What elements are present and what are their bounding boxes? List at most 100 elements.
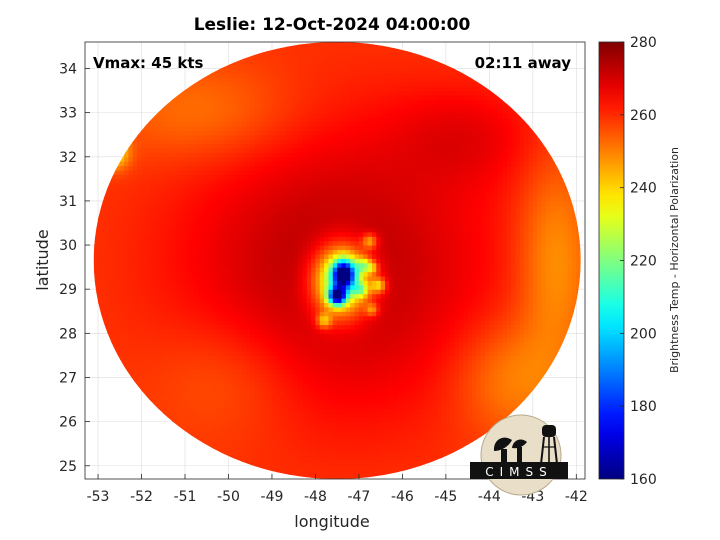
heatmap-cell — [185, 139, 190, 145]
heatmap-cell — [215, 355, 221, 361]
heatmap-cell — [324, 262, 330, 268]
heatmap-cell — [189, 253, 195, 259]
heatmap-cell — [128, 156, 134, 162]
heatmap-cell — [302, 430, 308, 436]
heatmap-cell — [280, 108, 286, 114]
heatmap-cell — [137, 174, 143, 180]
heatmap-cell — [106, 271, 112, 277]
heatmap-cell — [311, 178, 317, 184]
heatmap-cell — [345, 253, 351, 259]
heatmap-cell — [293, 77, 299, 83]
heatmap-cell — [293, 275, 299, 281]
heatmap-cell — [215, 112, 221, 118]
heatmap-cell — [254, 324, 260, 330]
heatmap-cell — [328, 156, 334, 162]
heatmap-cell — [202, 262, 208, 268]
heatmap-cell — [219, 298, 225, 304]
heatmap-cell — [250, 328, 256, 334]
heatmap-cell — [298, 103, 303, 109]
heatmap-cell — [193, 315, 199, 321]
heatmap-cell — [250, 390, 256, 396]
heatmap-cell — [306, 395, 312, 401]
heatmap-cell — [250, 434, 256, 440]
heatmap-cell — [276, 298, 282, 304]
heatmap-cell — [306, 59, 312, 65]
heatmap-cell — [267, 306, 273, 312]
heatmap-cell — [228, 218, 234, 224]
heatmap-cell — [137, 280, 143, 286]
heatmap-cell — [189, 289, 195, 295]
heatmap-cell — [128, 152, 134, 158]
heatmap-cell — [232, 90, 238, 96]
heatmap-cell — [306, 227, 312, 233]
heatmap-cell — [315, 214, 321, 220]
heatmap-cell — [324, 94, 330, 100]
heatmap-cell — [341, 280, 347, 286]
heatmap-cell — [324, 390, 330, 396]
heatmap-cell — [302, 72, 308, 78]
heatmap-cell — [128, 311, 134, 317]
heatmap-cell — [298, 99, 303, 105]
heatmap-cell — [215, 434, 221, 440]
heatmap-cell — [206, 315, 212, 321]
heatmap-cell — [206, 333, 212, 339]
heatmap-cell — [241, 412, 247, 418]
heatmap-cell — [263, 355, 269, 361]
heatmap-cell — [176, 152, 182, 158]
heatmap-cell — [267, 386, 273, 392]
heatmap-cell — [232, 81, 238, 87]
heatmap-cell — [276, 112, 282, 118]
heatmap-cell — [115, 196, 121, 202]
heatmap-cell — [189, 196, 195, 202]
heatmap-cell — [237, 267, 243, 273]
heatmap-cell — [124, 222, 130, 228]
heatmap-cell — [280, 346, 286, 352]
heatmap-cell — [106, 267, 112, 273]
heatmap-cell — [319, 284, 325, 290]
heatmap-cell — [219, 386, 225, 392]
heatmap-cell — [254, 99, 260, 105]
heatmap-cell — [237, 350, 243, 356]
heatmap-cell — [163, 156, 169, 162]
heatmap-cell — [102, 218, 108, 224]
heatmap-cell — [324, 315, 330, 321]
heatmap-cell — [245, 108, 251, 114]
heatmap-cell — [341, 342, 347, 348]
heatmap-cell — [345, 86, 351, 92]
heatmap-cell — [98, 245, 103, 251]
heatmap-cell — [345, 170, 351, 176]
heatmap-cell — [315, 470, 321, 476]
heatmap-cell — [145, 346, 151, 352]
heatmap-cell — [215, 86, 221, 92]
heatmap-cell — [206, 386, 212, 392]
heatmap-cell — [267, 293, 273, 299]
heatmap-cell — [206, 130, 212, 136]
heatmap-cell — [202, 355, 208, 361]
heatmap-cell — [328, 403, 334, 409]
heatmap-cell — [285, 205, 290, 211]
heatmap-cell — [350, 470, 356, 476]
heatmap-cell — [137, 258, 143, 264]
heatmap-cell — [215, 125, 221, 131]
heatmap-cell — [293, 112, 299, 118]
heatmap-cell — [163, 209, 169, 215]
heatmap-cell — [228, 298, 234, 304]
heatmap-cell — [211, 143, 217, 149]
heatmap-cell — [189, 302, 195, 308]
heatmap-cell — [215, 359, 221, 365]
heatmap-cell — [189, 337, 195, 343]
heatmap-cell — [124, 311, 130, 317]
heatmap-cell — [298, 209, 303, 215]
heatmap-cell — [176, 289, 182, 295]
heatmap-cell — [332, 448, 338, 454]
heatmap-cell — [271, 395, 277, 401]
heatmap-cell — [241, 77, 247, 83]
heatmap-cell — [254, 200, 260, 206]
heatmap-cell — [341, 64, 347, 70]
heatmap-cell — [285, 121, 290, 127]
heatmap-cell — [150, 231, 156, 237]
heatmap-cell — [315, 50, 321, 56]
heatmap-cell — [228, 108, 234, 114]
heatmap-cell — [128, 364, 134, 370]
heatmap-cell — [150, 236, 156, 242]
